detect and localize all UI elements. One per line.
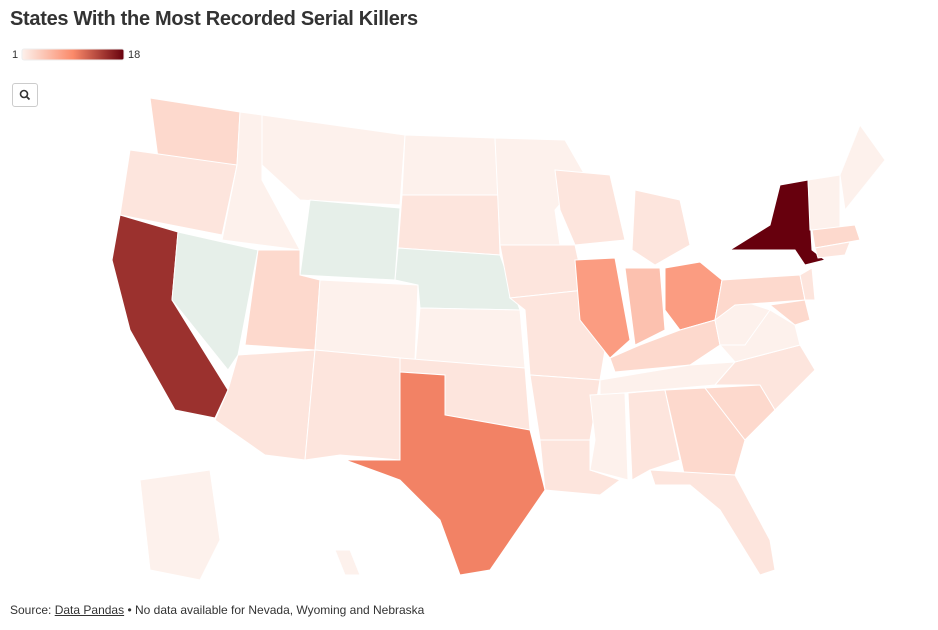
state <box>624 267 666 346</box>
legend-bar <box>21 48 125 61</box>
state <box>314 279 419 361</box>
state <box>664 387 746 479</box>
source-link[interactable]: Data Pandas <box>54 603 125 617</box>
chart-title: States With the Most Recorded Serial Kil… <box>10 8 418 30</box>
state <box>589 392 629 481</box>
state <box>627 389 681 481</box>
state <box>664 261 723 331</box>
state <box>799 267 816 301</box>
state <box>304 349 401 461</box>
state <box>171 231 259 371</box>
state <box>554 169 626 246</box>
state <box>649 469 776 576</box>
note: • No data available for Nevada, Wyoming … <box>127 603 425 617</box>
footer: Source: Data Pandas • No data available … <box>10 603 424 617</box>
state <box>539 439 622 496</box>
state <box>139 469 221 581</box>
search-icon <box>19 89 31 101</box>
state <box>807 174 841 231</box>
state <box>401 134 499 196</box>
state <box>574 257 631 359</box>
state <box>811 224 861 249</box>
state <box>499 244 586 299</box>
state <box>344 371 546 576</box>
state <box>397 194 501 256</box>
state <box>839 123 886 212</box>
state <box>119 149 238 236</box>
state <box>414 307 526 369</box>
source-label: Source: <box>10 603 52 617</box>
state <box>631 189 691 266</box>
state <box>334 549 361 576</box>
legend-max: 18 <box>128 49 140 61</box>
state <box>529 374 601 441</box>
legend-min: 1 <box>12 49 18 61</box>
state <box>768 299 811 326</box>
state <box>714 274 806 322</box>
search-button[interactable] <box>12 83 38 107</box>
state <box>728 179 827 266</box>
state <box>814 241 851 259</box>
state <box>261 114 406 206</box>
state <box>299 199 401 281</box>
